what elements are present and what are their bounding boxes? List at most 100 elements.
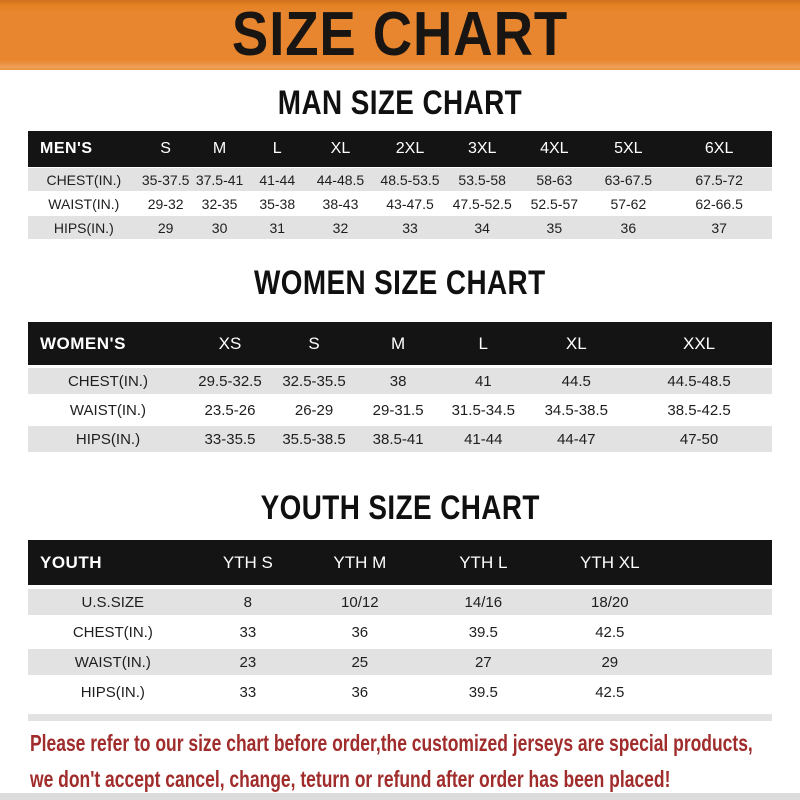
column-header: 4XL (518, 131, 591, 167)
size-cell: 34 (446, 216, 519, 239)
size-cell: 57-62 (610, 195, 647, 212)
size-cell: 26-29 (294, 401, 334, 419)
size-cell: 35-38 (259, 195, 296, 212)
table-row: WAIST(IN.) 29-32 32-35 35-38 38-43 43-47… (28, 192, 772, 215)
size-cell: 27 (421, 649, 546, 675)
size-cell: 23 (197, 649, 299, 675)
man-section-title-text: MAN SIZE CHART (277, 84, 523, 122)
size-cell: 39.5 (468, 683, 498, 701)
table-label: YOUTH (28, 540, 198, 585)
size-cell: 53.5-58 (446, 168, 519, 191)
size-cell: 43-47.5 (386, 195, 434, 212)
size-cell: 10/12 (298, 589, 422, 615)
size-cell: 32-35 (201, 195, 238, 212)
size-cell: 37.5-41 (191, 168, 248, 191)
table-row: WAIST(IN.) 23 25 27 29 (28, 649, 772, 675)
size-cell: 36 (351, 683, 369, 701)
size-cell: 23.5-26 (204, 401, 256, 419)
size-cell: 41-44 (440, 426, 527, 452)
womens-size-table: WOMEN'S XS S M L XL XXL CHEST(IN.) 29.5-… (28, 319, 772, 455)
row-label: HIPS(IN.) (28, 216, 140, 239)
row-label: HIPS(IN.) (28, 426, 188, 452)
size-cell: 52.5-57 (530, 195, 579, 212)
column-header: 5XL (590, 131, 667, 167)
column-header: XXL (626, 322, 772, 365)
table-row: CHEST(IN.) 33 36 39.5 42.5 (28, 619, 772, 645)
disclaimer-line-1: Please refer to our size chart before or… (30, 730, 753, 756)
table-label: WOMEN'S (28, 322, 188, 365)
size-cell: 35-37.5 (139, 168, 192, 191)
size-cell: 14/16 (421, 589, 546, 615)
size-cell: 8 (197, 589, 299, 615)
page-bottom-divider (0, 793, 800, 800)
size-cell: 33 (239, 623, 257, 641)
size-cell: 62-66.5 (695, 195, 743, 212)
size-cell: 38.5-42.5 (667, 401, 731, 419)
row-label: CHEST(IN.) (28, 368, 188, 394)
disclaimer-line-2: we don't accept cancel, change, teturn o… (30, 766, 671, 792)
table-row: HIPS(IN.) 33 36 39.5 42.5 (28, 679, 772, 705)
column-header: YTH S (197, 540, 299, 585)
filler-cell (674, 589, 772, 615)
column-header: YTH XL (545, 540, 675, 585)
column-header: XL (526, 322, 627, 365)
size-cell: 30 (191, 216, 248, 239)
table-header-row: YOUTH YTH S YTH M YTH L YTH XL (28, 540, 772, 585)
column-header-filler (674, 540, 772, 585)
row-label: U.S.SIZE (28, 589, 198, 615)
table-header-row: WOMEN'S XS S M L XL XXL (28, 322, 772, 365)
size-chart-banner: SIZE CHART (0, 0, 800, 70)
size-cell: 36 (351, 623, 369, 641)
table-row: HIPS(IN.) 33-35.5 35.5-38.5 38.5-41 41-4… (28, 426, 772, 452)
column-header: YTH M (298, 540, 422, 585)
row-label: CHEST(IN.) (72, 623, 153, 641)
youth-size-table: YOUTH YTH S YTH M YTH L YTH XL U.S.SIZE … (28, 536, 772, 709)
size-cell: 31.5-34.5 (451, 401, 515, 419)
table-row: HIPS(IN.) 29 30 31 32 33 34 35 36 37 (28, 216, 772, 239)
size-cell: 42.5 (595, 683, 625, 701)
size-cell: 29 (545, 649, 675, 675)
order-disclaimer: Please refer to our size chart before or… (30, 727, 800, 799)
size-cell: 35 (518, 216, 591, 239)
size-cell: 31 (247, 216, 307, 239)
column-header: S (139, 131, 192, 167)
mens-size-table: MEN'S S M L XL 2XL 3XL 4XL 5XL 6XL CHEST… (28, 130, 772, 240)
women-section-title-text: WOMEN SIZE CHART (254, 264, 546, 302)
banner-title: SIZE CHART (231, 0, 569, 69)
size-cell: 32 (306, 216, 374, 239)
table-row: U.S.SIZE 8 10/12 14/16 18/20 (28, 589, 772, 615)
row-label: WAIST(IN.) (28, 649, 198, 675)
column-header: 2XL (373, 131, 447, 167)
table-row: CHEST(IN.) 29.5-32.5 32.5-35.5 38 41 44.… (28, 368, 772, 394)
row-label: HIPS(IN.) (80, 683, 145, 701)
column-header: 3XL (446, 131, 519, 167)
column-header: S (272, 322, 357, 365)
women-section-title: WOMEN SIZE CHART (0, 266, 800, 301)
size-cell: 44.5 (526, 368, 627, 394)
size-cell: 39.5 (468, 623, 498, 641)
column-header: M (356, 322, 441, 365)
size-cell: 29-32 (147, 195, 184, 212)
column-header: M (191, 131, 248, 167)
size-cell: 25 (298, 649, 422, 675)
size-cell: 44-48.5 (306, 168, 374, 191)
table-bottom-divider (28, 714, 772, 721)
column-header: XS (187, 322, 273, 365)
size-cell: 29.5-32.5 (187, 368, 273, 394)
table-row: WAIST(IN.) 23.5-26 26-29 29-31.5 31.5-34… (28, 397, 772, 423)
filler-cell (675, 619, 772, 645)
size-cell: 33 (373, 216, 447, 239)
size-cell: 44-47 (526, 426, 627, 452)
row-label: WAIST(IN.) (69, 401, 147, 419)
size-cell: 38 (356, 368, 441, 394)
size-cell: 44.5-48.5 (626, 368, 772, 394)
table-label: MEN'S (28, 131, 140, 167)
size-cell: 34.5-38.5 (544, 401, 608, 419)
size-cell: 35.5-38.5 (272, 426, 357, 452)
size-cell: 33-35.5 (187, 426, 273, 452)
size-cell: 32.5-35.5 (272, 368, 357, 394)
row-label: CHEST(IN.) (28, 168, 140, 191)
size-cell: 37 (666, 216, 772, 239)
size-cell: 29 (139, 216, 192, 239)
size-cell: 18/20 (545, 589, 675, 615)
